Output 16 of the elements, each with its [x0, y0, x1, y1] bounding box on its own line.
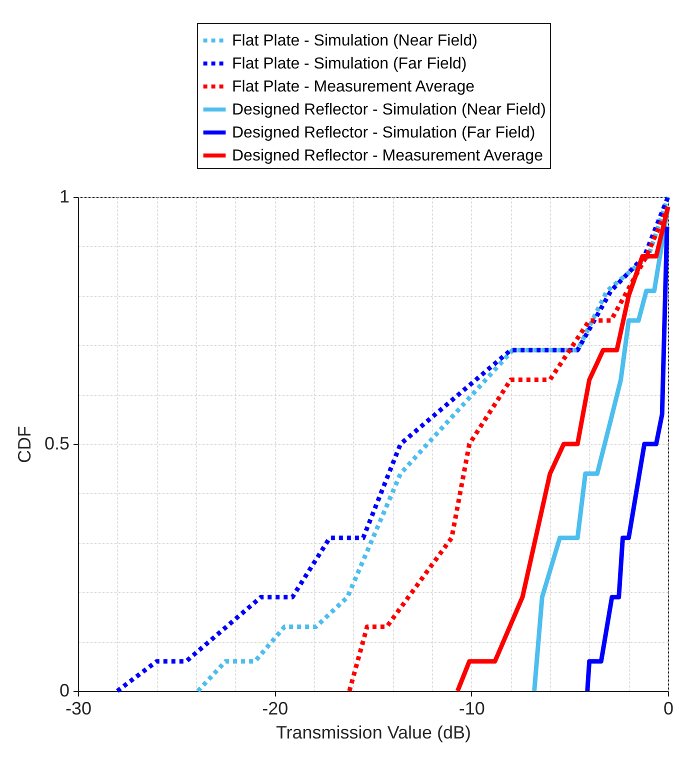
x-tick-label: -20 [262, 698, 288, 718]
legend-label: Flat Plate - Simulation (Far Field) [232, 56, 467, 72]
y-tick-label: 0 [59, 680, 70, 700]
x-axis-title: Transmission Value (dB) [276, 722, 472, 742]
y-tick-label: 1 [59, 186, 70, 206]
x-tick-label: -30 [65, 698, 92, 718]
x-tick-label: -10 [458, 698, 485, 718]
legend-label: Flat Plate - Simulation (Near Field) [232, 32, 478, 50]
legend-label: Designed Reflector - Measurement Average [232, 148, 544, 164]
line-series [532, 204, 670, 694]
legend-label: Designed Reflector - Simulation (Far Field) [232, 124, 536, 142]
legend-label: Designed Reflector - Simulation (Near Field) [232, 102, 546, 118]
legend-label: Flat Plate - Measurement Average [232, 78, 475, 96]
x-tick-label: 0 [663, 698, 674, 718]
y-tick-label: 0.5 [44, 434, 70, 454]
y-axis-title: CDF [14, 426, 34, 463]
